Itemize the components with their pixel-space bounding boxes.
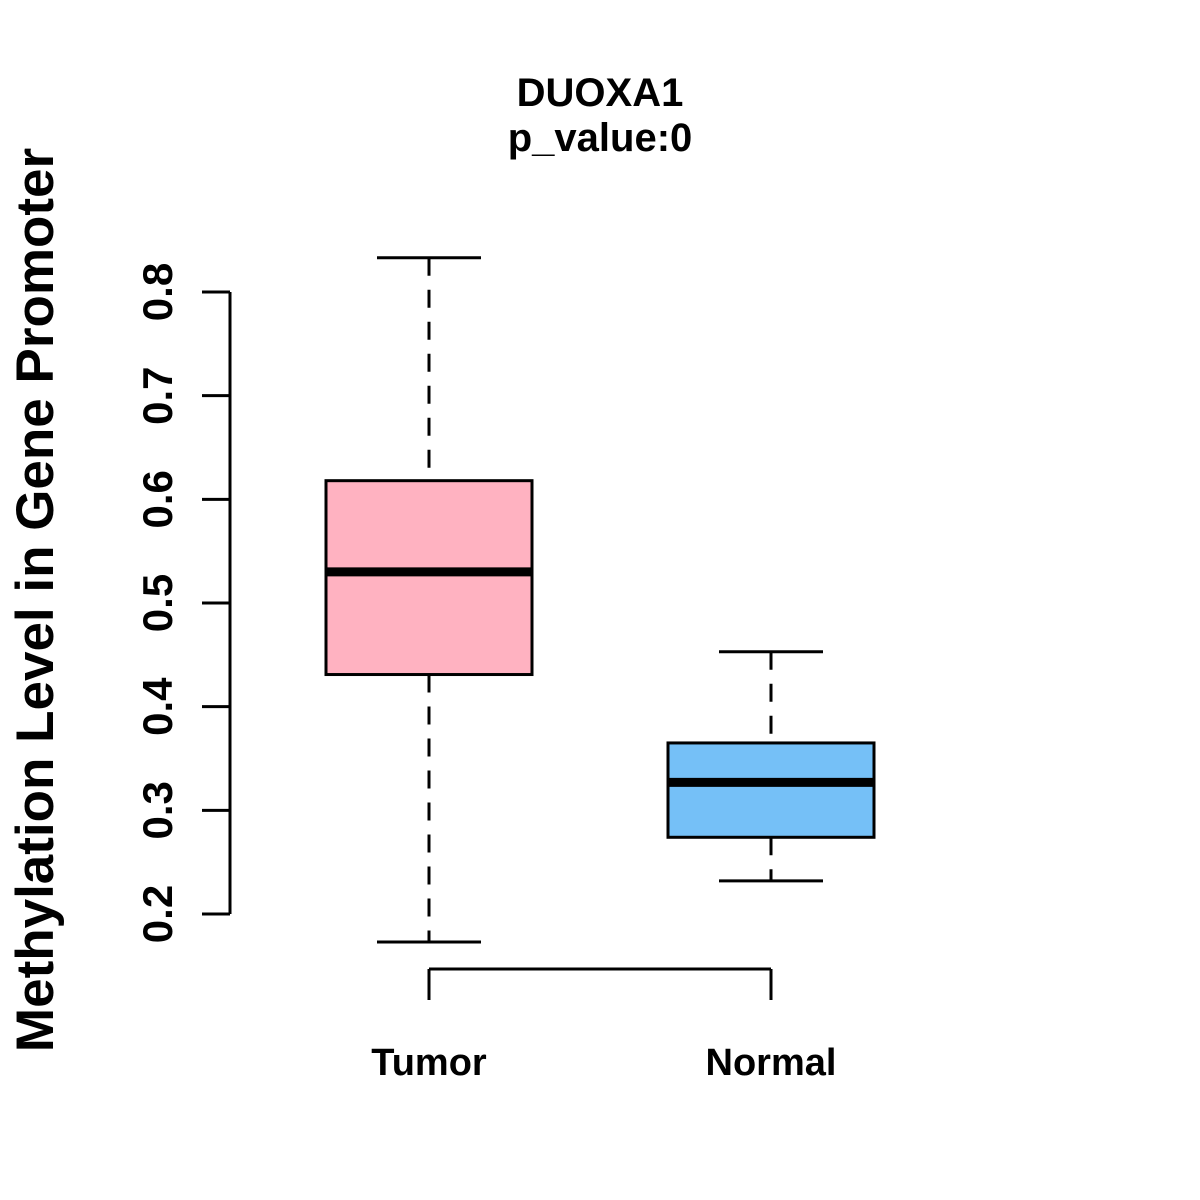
y-tick-label: 0.5 [134,574,181,632]
chart-title: DUOXA1 [517,71,684,115]
x-category-label-tumor: Tumor [371,1042,487,1084]
y-axis-title: Methylation Level in Gene Promoter [6,148,65,1052]
y-tick-label: 0.2 [134,885,181,943]
y-tick-label: 0.8 [134,263,181,321]
plot-geometry: 0.2 0.3 0.4 0.5 0.6 0.7 0.8 [134,256,876,1000]
x-category-label-normal: Normal [706,1042,837,1084]
box-normal [666,741,876,839]
chart-subtitle: p_value:0 [508,116,693,160]
y-tick-label: 0.4 [134,677,181,736]
box-tumor [324,479,534,677]
y-tick-label: 0.3 [134,781,181,839]
y-tick-label: 0.7 [134,366,181,424]
y-tick-label: 0.6 [134,470,181,528]
